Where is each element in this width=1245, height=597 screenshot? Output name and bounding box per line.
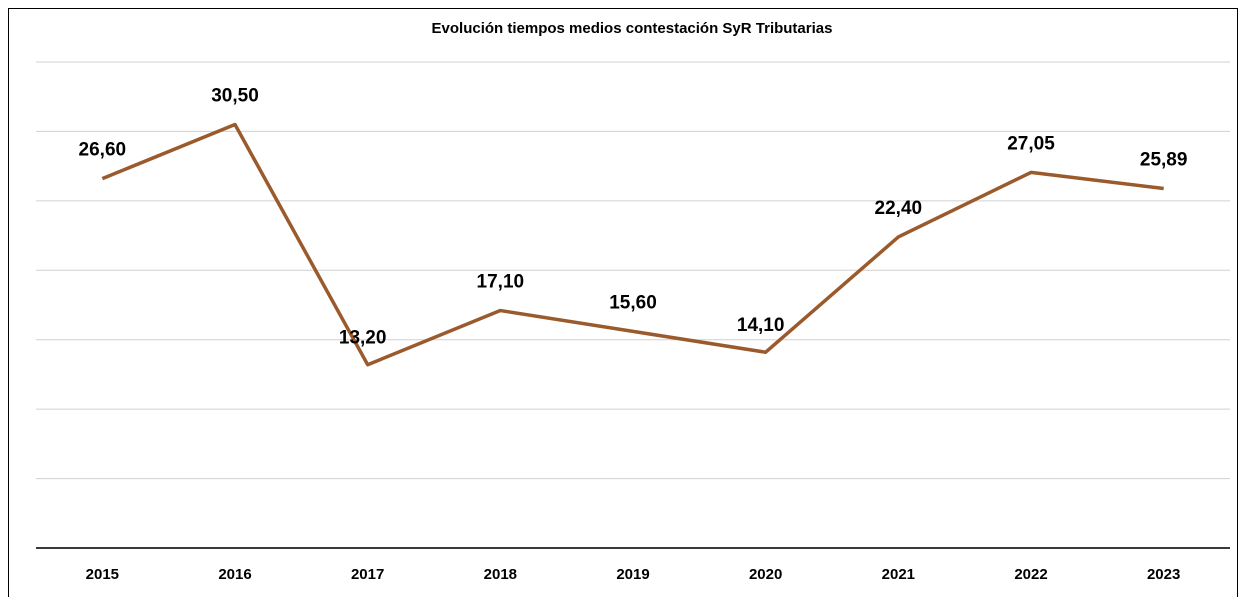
data-label: 17,10	[477, 272, 525, 293]
x-tick-label: 2022	[1014, 566, 1047, 583]
x-tick-label: 2017	[351, 566, 384, 583]
data-label: 15,60	[609, 292, 657, 313]
data-label: 27,05	[1007, 133, 1055, 154]
x-tick-label: 2021	[882, 566, 915, 583]
x-tick-label: 2023	[1147, 566, 1180, 583]
line-series	[101, 122, 1164, 367]
data-label: 14,10	[737, 315, 785, 336]
x-tick-label: 2020	[749, 566, 782, 583]
data-label: 22,40	[875, 198, 923, 219]
data-label: 26,60	[79, 140, 127, 161]
chart-frame	[8, 8, 1238, 597]
data-label: 25,89	[1140, 150, 1188, 171]
data-label: 30,50	[211, 86, 259, 107]
chart-title: Evolución tiempos medios contestación Sy…	[432, 20, 833, 37]
x-tick-label: 2018	[484, 566, 517, 583]
data-label: 13,20	[339, 328, 387, 349]
x-tick-label: 2016	[218, 566, 251, 583]
x-tick-label: 2015	[86, 566, 119, 583]
x-tick-label: 2019	[616, 566, 649, 583]
